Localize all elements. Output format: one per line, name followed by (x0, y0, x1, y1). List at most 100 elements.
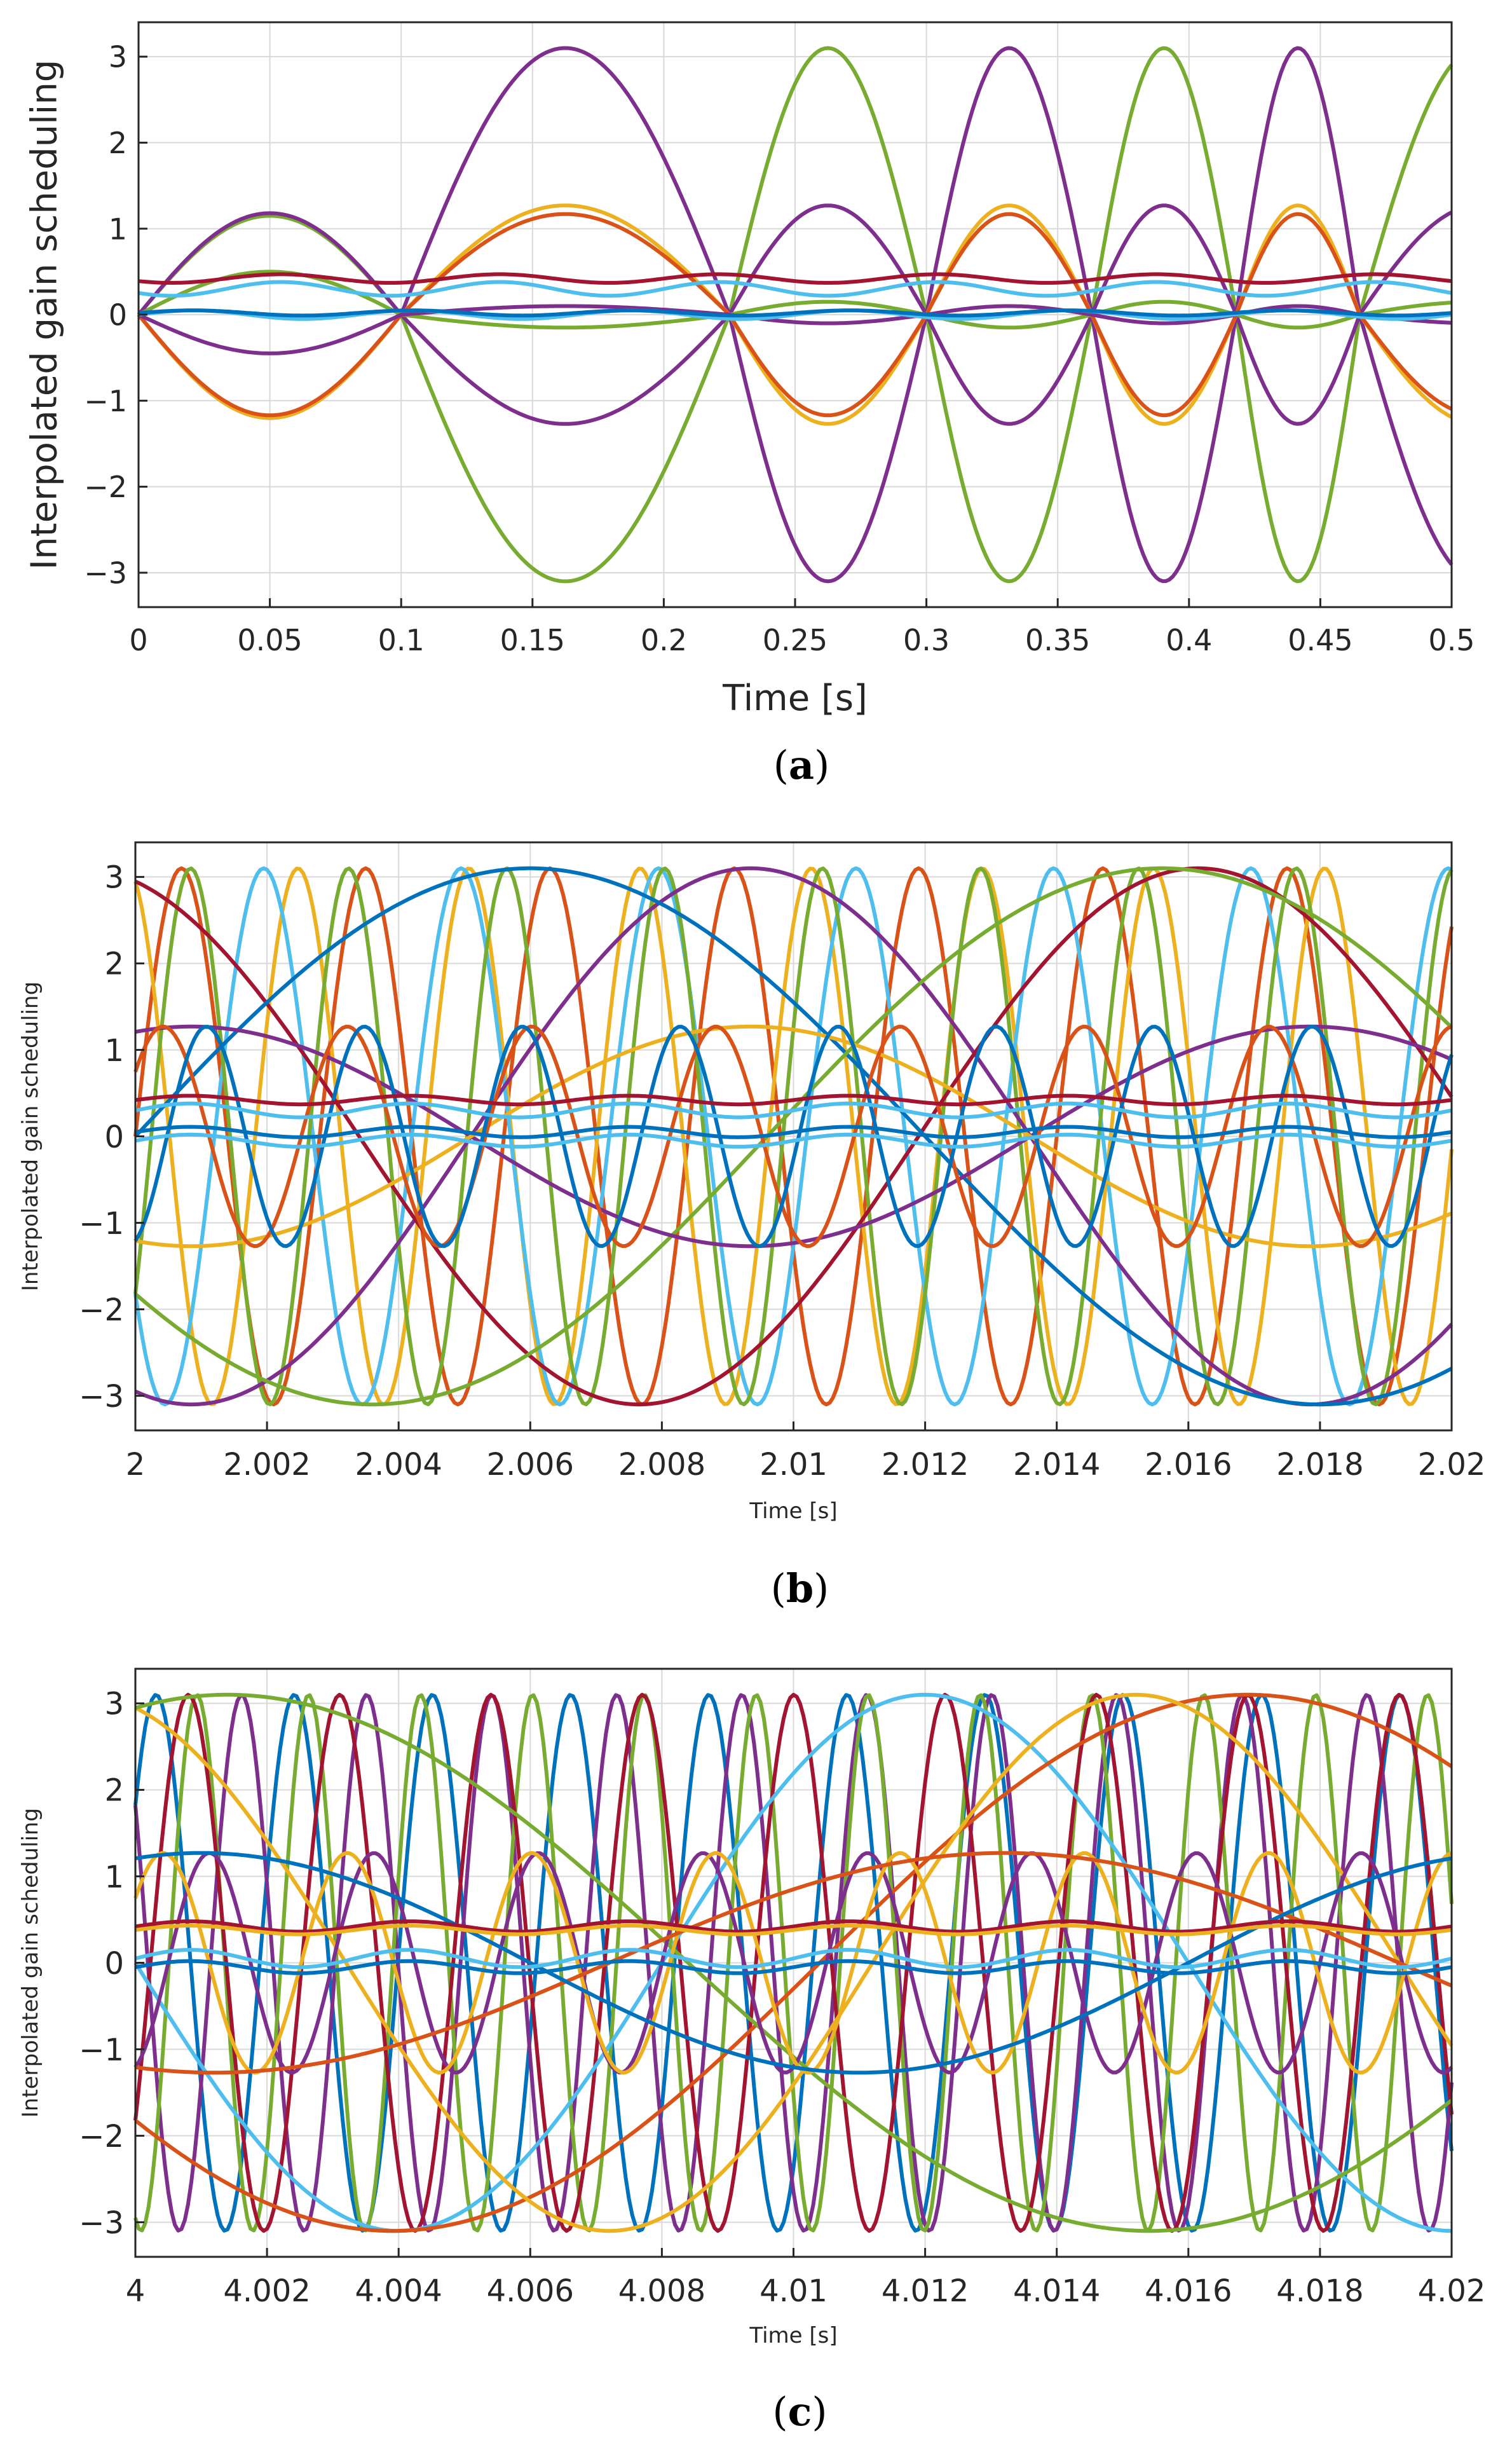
series-line-c14 (135, 1924, 1452, 1936)
series-line-b14 (135, 1101, 1452, 1120)
x-axis-label-b: Time [s] (749, 1498, 837, 1524)
y-tick-label: 2 (104, 1773, 124, 1809)
x-tick-label: 0.25 (763, 623, 828, 657)
series-line-c5 (133, 1692, 1452, 2233)
series-line-s3 (137, 203, 1453, 426)
caption-b-close: ) (814, 1565, 829, 1612)
x-tick-label: 2.018 (1276, 1447, 1363, 1483)
x-tick-label: 0.5 (1428, 623, 1475, 657)
y-tick-label: −3 (84, 556, 127, 590)
series-line-b8 (134, 866, 1454, 1407)
x-tick-label: 0.2 (641, 623, 687, 657)
chart-panel-a: 0 0.05 0.1 0.15 0.2 0.25 0.3 0.35 0.4 0.45 0.5 −3 −2… (24, 21, 1475, 788)
x-tick-label: 0.15 (500, 623, 565, 657)
x-tick-label: 2.02 (1418, 1447, 1486, 1483)
y-tick-label: 3 (104, 860, 124, 896)
y-axis-label-c: Interpolated gain scheduling (18, 1808, 43, 2118)
series-line-b4 (133, 866, 1454, 1406)
series-line-b2 (133, 866, 1454, 1406)
x-tick-label: 0.05 (237, 623, 302, 657)
series-line-s5 (137, 212, 1453, 418)
x-tick-label: 2.012 (882, 1447, 969, 1483)
caption-b-letter: b (786, 1565, 814, 1612)
caption-a-close: ) (814, 742, 829, 788)
caption-a-open: ( (773, 742, 789, 788)
x-tick-label: 2.004 (355, 1447, 442, 1483)
y-tick-label: −1 (79, 1206, 124, 1242)
x-tick-label: 0 (129, 623, 147, 657)
y-tick-label: 3 (109, 40, 127, 74)
series-line-b6 (134, 866, 1454, 1407)
y-tick-label: −3 (79, 1379, 124, 1414)
y-tick-label: −2 (79, 2119, 124, 2154)
series-line-c11 (135, 1851, 1453, 2075)
tick-labels-b: 2 2.002 2.004 2.006 2.008 2.01 2.012 2.014 2.016… (79, 860, 1485, 1483)
series-line-s8 (138, 272, 1452, 285)
series-line-b10 (135, 1024, 1453, 1249)
series-line-c16 (135, 1959, 1452, 1975)
y-tick-label: −1 (84, 384, 127, 418)
series-line-c15 (135, 1948, 1452, 1969)
y-tick-label: 1 (109, 212, 127, 246)
y-tick-label: 0 (109, 298, 127, 332)
x-tick-label: 4.006 (487, 2273, 574, 2309)
x-tick-label: 0.4 (1166, 623, 1212, 657)
series-line-s9 (138, 280, 1452, 298)
x-tick-label: 2.014 (1013, 1447, 1100, 1483)
x-tick-label: 4.002 (223, 2273, 310, 2309)
series-line-b9 (135, 1024, 1453, 1249)
series-line-b15 (135, 1125, 1452, 1139)
y-tick-label: 1 (104, 1860, 124, 1895)
x-tick-label: 2 (126, 1447, 146, 1483)
series-line-c3 (133, 1693, 1454, 2233)
series-line-b3 (133, 866, 1453, 1407)
series-line-c6 (134, 1692, 1453, 2233)
x-tick-label: 0.1 (378, 623, 425, 657)
caption-b: (b) (771, 1565, 829, 1612)
y-tick-label: −1 (79, 2032, 124, 2068)
series-line-c13 (135, 1919, 1452, 1934)
y-tick-label: 0 (104, 1946, 124, 1982)
x-tick-label: 2.008 (618, 1447, 705, 1483)
caption-a: (a) (773, 742, 830, 788)
x-axis-label-c: Time [s] (749, 2323, 837, 2348)
series-group-c (133, 1692, 1454, 2233)
y-axis-label-b: Interpolated gain scheduling (18, 982, 43, 1291)
x-tick-label: 0.3 (903, 623, 950, 657)
series-line-c7 (134, 1692, 1454, 2233)
caption-a-letter: a (789, 742, 814, 788)
x-tick-label: 4.014 (1013, 2273, 1100, 2309)
x-tick-label: 0.45 (1288, 623, 1352, 657)
y-tick-label: 0 (104, 1120, 124, 1155)
y-tick-label: −2 (84, 470, 127, 504)
x-tick-label: 4 (126, 2273, 146, 2309)
chart-panel-c: 4 4.002 4.004 4.006 4.008 4.01 4.012 4.014 4.016… (18, 1668, 1485, 2435)
y-tick-label: −2 (79, 1292, 124, 1328)
y-tick-label: −3 (79, 2205, 124, 2241)
x-axis-label-a: Time [s] (722, 678, 868, 719)
x-tick-label: 4.01 (759, 2273, 828, 2309)
x-tick-label: 4.016 (1145, 2273, 1232, 2309)
y-tick-label: 2 (109, 126, 127, 160)
caption-c-letter: c (788, 2388, 812, 2435)
x-tick-label: 4.012 (882, 2273, 969, 2309)
series-line-c12 (135, 1851, 1452, 2075)
series-line-b16 (135, 1132, 1452, 1149)
series-line-b12 (133, 1025, 1454, 1248)
y-tick-label: 2 (104, 947, 124, 982)
x-tick-label: 0.35 (1025, 623, 1090, 657)
series-line-b13 (135, 1093, 1452, 1107)
x-tick-label: 4.018 (1276, 2273, 1363, 2309)
x-tick-label: 4.008 (618, 2273, 705, 2309)
x-tick-label: 2.01 (759, 1447, 828, 1483)
y-tick-label: 1 (104, 1033, 124, 1069)
y-tick-label: 3 (104, 1687, 124, 1722)
tick-labels-a: 0 0.05 0.1 0.15 0.2 0.25 0.3 0.35 0.4 0.45 0.5 −3 −2… (84, 40, 1475, 657)
tick-labels-c: 4 4.002 4.004 4.006 4.008 4.01 4.012 4.014 4.016… (79, 1687, 1485, 2309)
x-tick-label: 4.02 (1418, 2273, 1486, 2309)
series-group-a (137, 46, 1454, 584)
series-line-c4 (133, 1692, 1454, 2233)
caption-b-open: ( (771, 1565, 786, 1612)
chart-panel-b: 2 2.002 2.004 2.006 2.008 2.01 2.012 2.014 2.016… (18, 841, 1485, 1612)
